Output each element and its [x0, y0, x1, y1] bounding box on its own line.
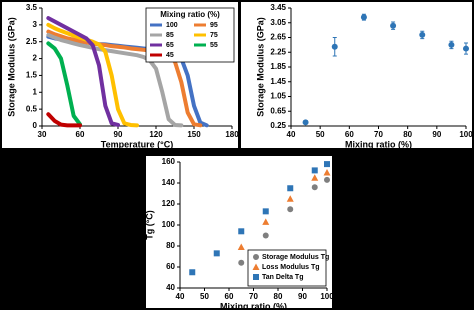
legend-box — [247, 249, 327, 287]
legend-label: 45 — [166, 52, 174, 59]
legend-label: Loss Modulus Tg — [262, 264, 320, 271]
y-tick-label: 100 — [162, 220, 176, 229]
y-tick-label: 3 — [33, 20, 38, 29]
point — [448, 41, 455, 48]
legend-label: 75 — [210, 32, 218, 39]
y-tick-label: 2.65 — [270, 33, 286, 42]
y-tick-label: 0.5 — [26, 104, 38, 113]
legend-swatch — [253, 274, 259, 280]
point — [360, 14, 367, 21]
y-tick-label: 1.45 — [270, 77, 286, 86]
panel — [241, 2, 472, 148]
y-tick-label: 120 — [162, 199, 176, 208]
x-tick-label: 40 — [176, 292, 185, 301]
x-tick-label: 120 — [149, 130, 163, 139]
legend-label: 85 — [166, 32, 174, 39]
legend-swatch — [253, 254, 259, 260]
legend-swatch — [252, 263, 260, 270]
legend-label: 65 — [166, 42, 174, 49]
y-tick-label: 3.45 — [270, 3, 286, 12]
x-tick-label: 150 — [187, 130, 201, 139]
legend-label: Storage Modulus Tg — [262, 254, 329, 261]
point — [262, 232, 269, 239]
point — [419, 31, 426, 38]
x-tick-label: 70 — [249, 292, 258, 301]
y-axis-label: Storage Modulus (GPa) — [6, 17, 16, 117]
y-tick-label: 60 — [166, 262, 175, 271]
legend-label: Tan Delta Tg — [262, 274, 303, 281]
y-tick-label: 0.65 — [270, 106, 286, 115]
y-tick-label: 1 — [33, 87, 38, 96]
point — [323, 169, 331, 176]
x-tick-label: 50 — [316, 130, 325, 139]
y-axis-label: Tg (°C) — [144, 210, 154, 240]
point — [262, 208, 269, 215]
y-tick-label: 2.25 — [270, 47, 286, 56]
point — [262, 218, 270, 225]
x-tick-label: 40 — [287, 130, 296, 139]
point — [238, 259, 245, 266]
x-axis-label: Mixing ratio (%) — [220, 301, 287, 310]
y-tick-label: 140 — [162, 178, 176, 187]
point — [237, 243, 245, 251]
y-tick-label: 160 — [162, 157, 176, 166]
y-tick-label: 2 — [33, 54, 38, 63]
legend-label: 95 — [210, 22, 218, 29]
legend-label: 55 — [210, 42, 218, 49]
x-tick-label: 100 — [320, 292, 334, 301]
line — [46, 32, 184, 128]
line — [46, 41, 82, 127]
x-tick-label: 50 — [200, 292, 209, 301]
point — [287, 206, 294, 213]
y-axis-label: Storage Modulus (GPa) — [255, 17, 265, 117]
y-tick-label: 1.05 — [270, 92, 286, 101]
y-tick-label: 3.05 — [270, 18, 286, 27]
point — [311, 174, 319, 181]
point — [286, 195, 294, 202]
x-tick-label: 80 — [403, 130, 412, 139]
point — [302, 119, 309, 126]
y-tick-label: 1.85 — [270, 62, 286, 71]
y-tick-label: 2.5 — [26, 37, 38, 46]
point — [189, 269, 196, 276]
point — [287, 185, 294, 192]
x-tick-label: 60 — [225, 292, 234, 301]
line — [46, 112, 82, 128]
x-axis-label: Temperature (°C) — [101, 139, 173, 149]
x-tick-label: 100 — [459, 130, 473, 139]
x-tick-label: 80 — [274, 292, 283, 301]
point — [463, 45, 469, 52]
point — [238, 228, 245, 235]
legend-title: Mixing ratio (%) — [160, 10, 220, 19]
line — [46, 22, 139, 128]
x-tick-label: 90 — [114, 130, 123, 139]
point — [311, 167, 318, 174]
y-tick-label: 0.25 — [270, 121, 286, 130]
point — [213, 250, 220, 257]
x-tick-label: 70 — [374, 130, 383, 139]
x-tick-label: 60 — [76, 130, 85, 139]
y-tick-label: 40 — [166, 283, 175, 292]
y-tick-label: 0 — [33, 121, 38, 130]
point — [324, 176, 330, 183]
x-tick-label: 60 — [345, 130, 354, 139]
point — [311, 184, 318, 191]
point — [331, 43, 338, 50]
y-tick-label: 80 — [166, 241, 175, 250]
x-tick-label: 90 — [298, 292, 307, 301]
x-tick-label: 180 — [225, 130, 239, 139]
point — [324, 161, 330, 168]
y-tick-label: 1.5 — [26, 71, 38, 80]
x-tick-label: 30 — [38, 130, 47, 139]
legend-label: 100 — [166, 22, 178, 29]
point — [390, 22, 397, 29]
line — [46, 16, 120, 127]
y-tick-label: 3.5 — [26, 3, 38, 12]
x-axis-label: Mixing ratio (%) — [345, 139, 412, 149]
x-tick-label: 90 — [432, 130, 441, 139]
